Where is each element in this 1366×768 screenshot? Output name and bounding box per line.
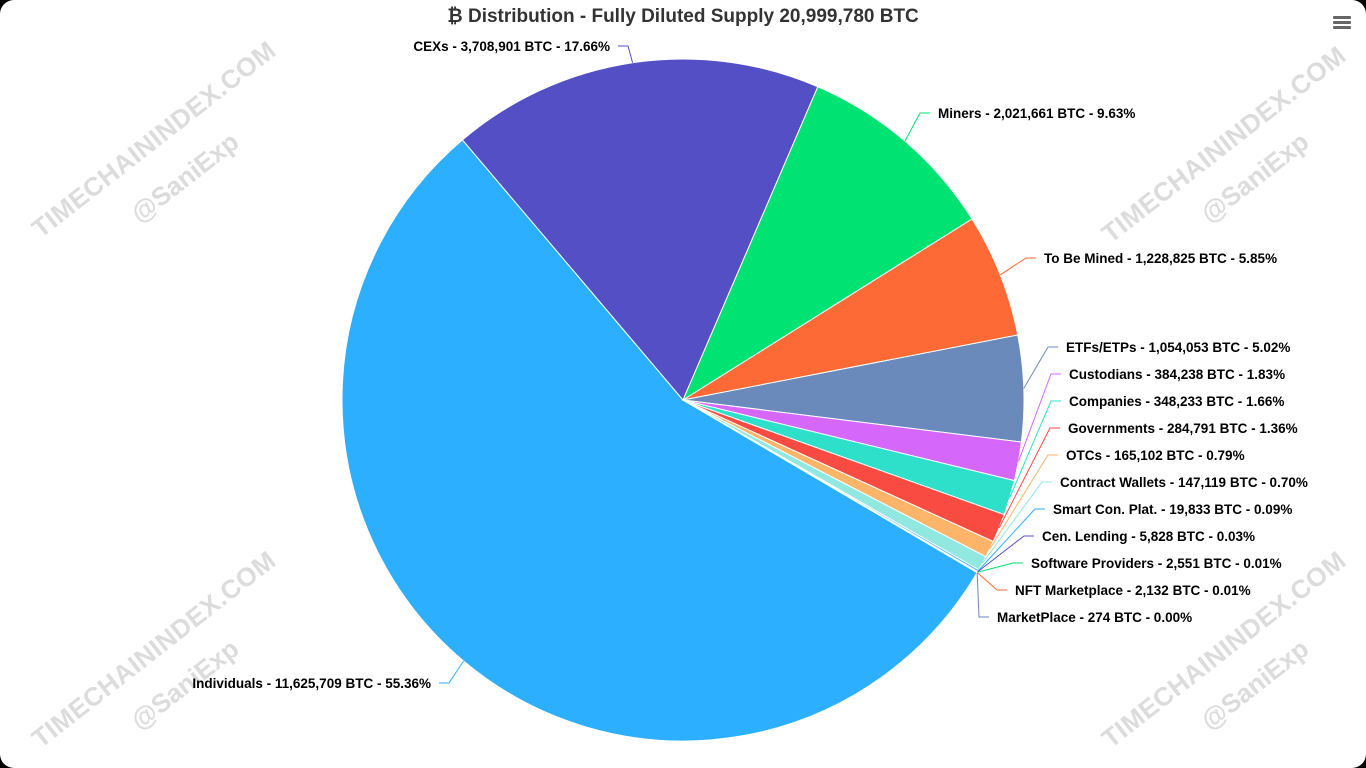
data-label: Smart Con. Plat. - 19,833 BTC - 0.09% <box>1053 502 1292 517</box>
label-connector <box>1023 346 1058 389</box>
label-connector <box>1009 400 1061 498</box>
label-connector <box>977 535 1034 573</box>
pie-slice-to-be-mined[interactable] <box>682 218 1019 401</box>
label-connector <box>977 508 1045 572</box>
label-connector <box>977 562 1023 573</box>
chart-title: ₿ Distribution - Fully Diluted Supply 20… <box>447 6 919 27</box>
data-label: To Be Mined - 1,228,825 BTC - 5.85% <box>1044 251 1277 266</box>
label-connector <box>618 45 634 63</box>
label-connector <box>439 660 464 684</box>
label-connector <box>989 454 1058 550</box>
data-label: Companies - 348,233 BTC - 1.66% <box>1069 394 1284 409</box>
label-connector <box>976 572 989 618</box>
data-label: OTCs - 165,102 BTC - 0.79% <box>1066 448 1245 463</box>
data-label: NFT Marketplace - 2,132 BTC - 0.01% <box>1015 583 1251 598</box>
data-label: Custodians - 384,238 BTC - 1.83% <box>1069 367 1285 382</box>
data-label: Software Providers - 2,551 BTC - 0.01% <box>1031 556 1282 571</box>
label-connector <box>998 427 1060 529</box>
label-connector <box>904 112 930 142</box>
pie-slice-miners[interactable] <box>681 86 973 402</box>
label-connector <box>976 572 1007 591</box>
label-connector <box>1017 373 1061 462</box>
pie-slice-cexs[interactable] <box>461 58 819 401</box>
data-label: ETFs/ETPs - 1,054,053 BTC - 5.02% <box>1066 340 1290 355</box>
hamburger-menu-icon[interactable] <box>1333 16 1351 32</box>
label-connector <box>981 481 1052 564</box>
data-label: CEXs - 3,708,901 BTC - 17.66% <box>413 39 610 54</box>
label-connector <box>999 257 1036 276</box>
data-label: Contract Wallets - 147,119 BTC - 0.70% <box>1060 475 1308 490</box>
data-label: Miners - 2,021,661 BTC - 9.63% <box>938 106 1135 121</box>
data-label: Cen. Lending - 5,828 BTC - 0.03% <box>1042 529 1255 544</box>
data-label: Governments - 284,791 BTC - 1.36% <box>1068 421 1298 436</box>
data-label: MarketPlace - 274 BTC - 0.00% <box>997 610 1192 625</box>
data-label: Individuals - 11,625,709 BTC - 55.36% <box>192 676 431 691</box>
